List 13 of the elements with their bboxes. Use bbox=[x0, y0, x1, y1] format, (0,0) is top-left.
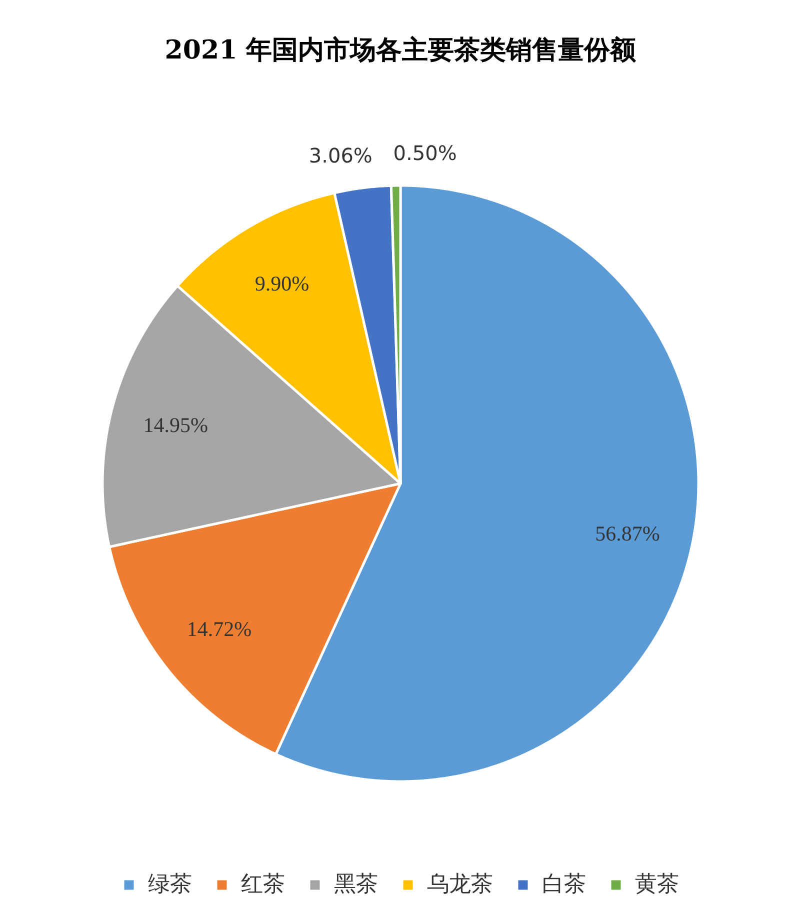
legend-label: 白茶 bbox=[542, 871, 586, 899]
data-label: 3.06% bbox=[308, 143, 372, 168]
data-label: 56.87% bbox=[595, 521, 660, 546]
data-label: 14.95% bbox=[143, 412, 208, 437]
chart-title: 2021 年国内市场各主要茶类销售量份额 bbox=[164, 36, 638, 66]
legend-label: 绿茶 bbox=[148, 871, 192, 899]
legend-label: 乌龙茶 bbox=[427, 871, 493, 899]
legend-label: 黄茶 bbox=[635, 871, 679, 899]
data-label: 9.90% bbox=[254, 272, 310, 296]
data-label: 14.72% bbox=[186, 617, 252, 642]
legend-label: 红茶 bbox=[241, 871, 285, 899]
data-label: 0.50% bbox=[393, 140, 457, 165]
legend-label: 黑茶 bbox=[334, 871, 378, 899]
